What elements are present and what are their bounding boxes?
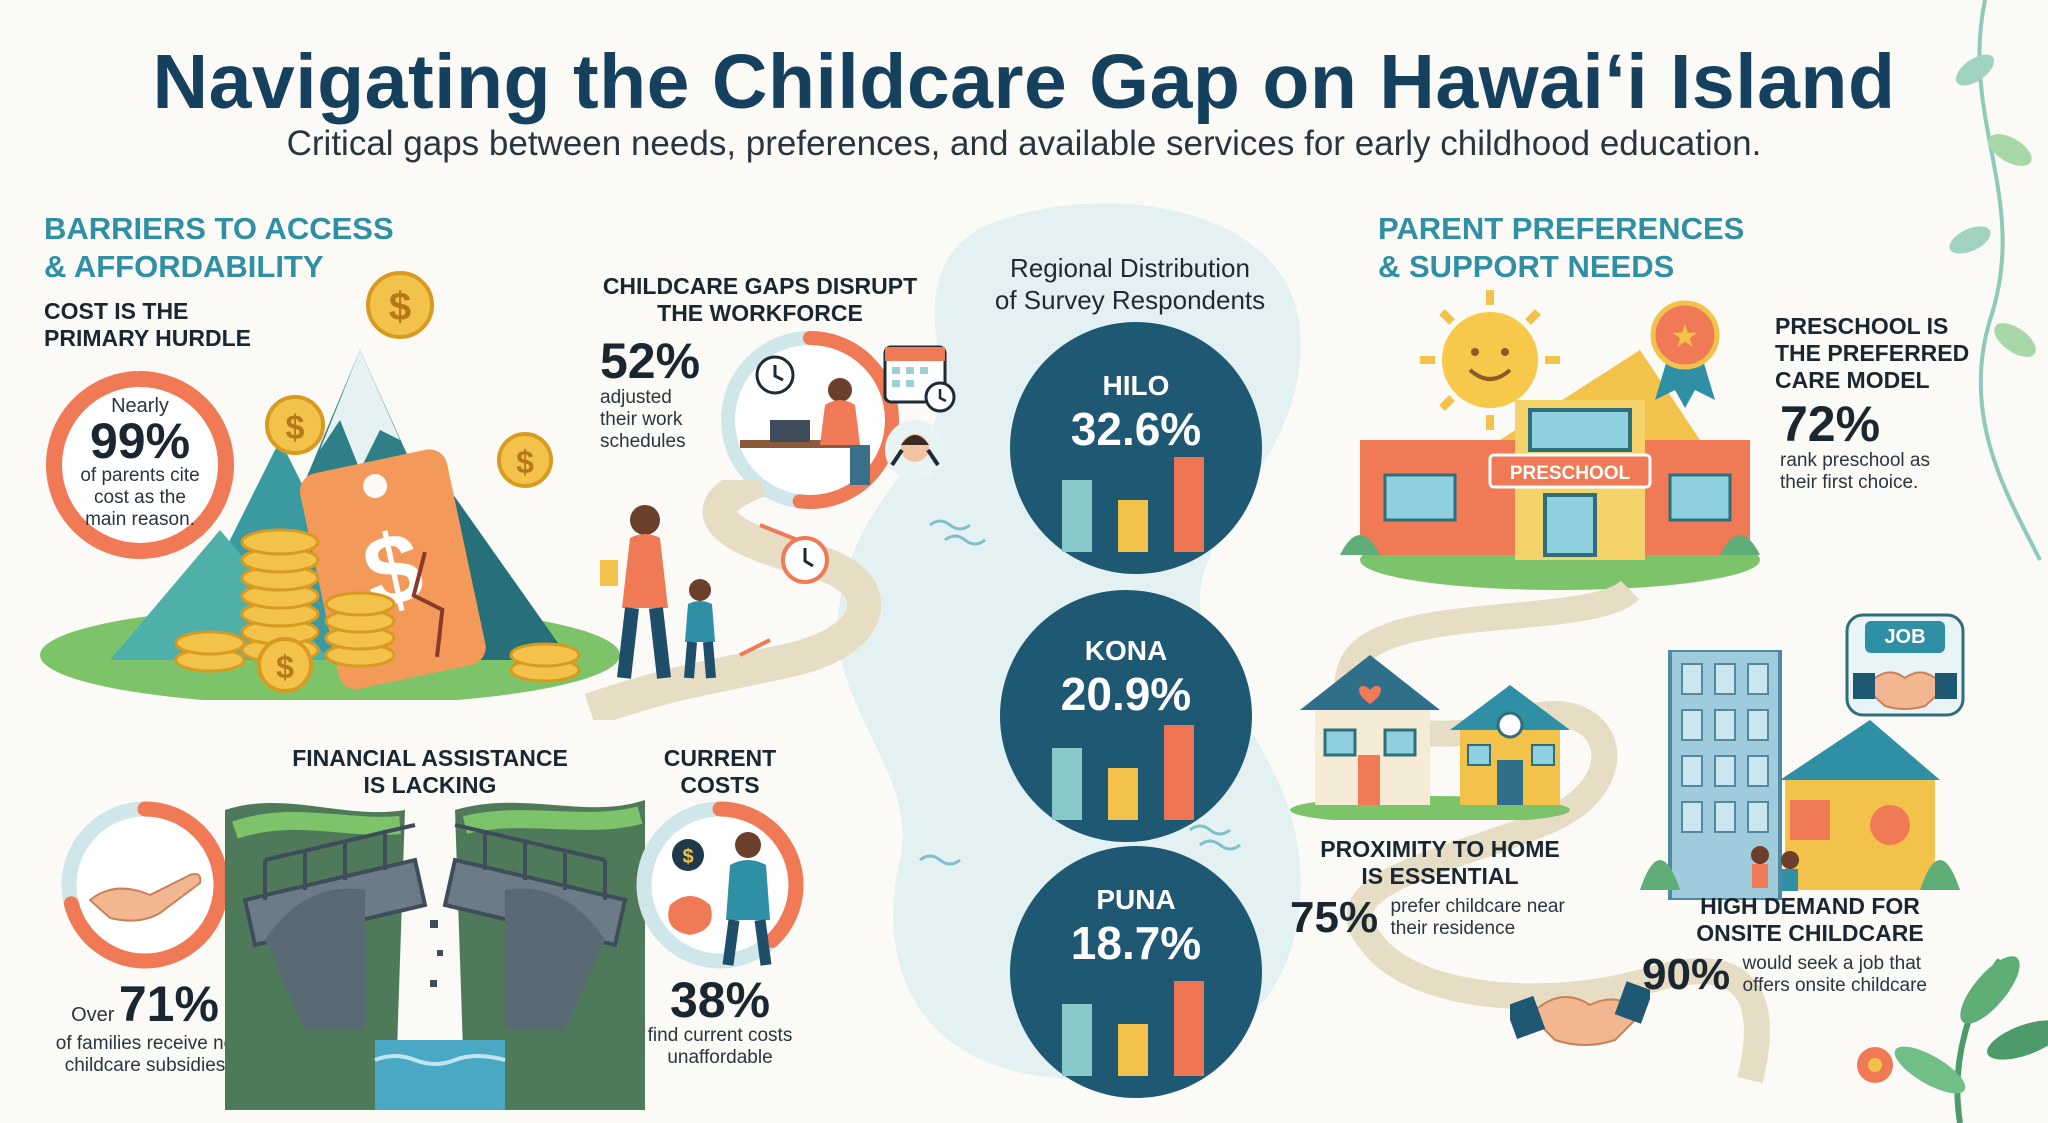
money-bag-icon <box>672 839 704 871</box>
preschool-stat: 72% rank preschool as their first choice… <box>1780 396 1930 493</box>
region-bar <box>1164 725 1194 820</box>
children-icon <box>1751 846 1799 891</box>
preferences-heading: PARENT PREFERENCES & SUPPORT NEEDS <box>1378 211 1745 284</box>
job-label: JOB <box>1865 621 1945 653</box>
workforce-heading: CHILDCARE GAPS DISRUPT THE WORKFORCE <box>602 273 918 326</box>
cost-ring <box>46 371 234 559</box>
region-bar <box>1118 500 1148 552</box>
calendar-icon <box>883 345 956 413</box>
region-puna: PUNA 18.7% <box>1010 846 1262 1098</box>
region-value: 32.6% <box>1070 403 1202 455</box>
preschool-illustration: PRESCHOOL ★ <box>1340 290 1760 590</box>
workforce-stat: 52% adjusted their work schedules <box>600 333 701 452</box>
region-bar <box>1118 1024 1148 1076</box>
heart-icon <box>1359 685 1381 704</box>
handshake-icon <box>1510 981 1650 1046</box>
laptop-icon <box>770 420 810 442</box>
svg-text:$: $ <box>516 444 534 480</box>
cost-stat: Nearly 99% of parents cite cost as the m… <box>80 395 200 530</box>
workforce-ring <box>721 331 899 509</box>
proximity-heading: PROXIMITY TO HOME IS ESSENTIAL <box>1320 836 1560 889</box>
region-name: KONA <box>1084 635 1168 666</box>
svg-text:$: $ <box>286 409 305 447</box>
assistance-stat: Over 71% of families receive no childcar… <box>55 976 235 1076</box>
region-bar <box>1062 480 1092 552</box>
coin-icons: $ $ $ <box>265 271 553 488</box>
page-subtitle: Critical gaps between needs, preferences… <box>286 124 1762 163</box>
region-value: 18.7% <box>1070 917 1202 969</box>
preschool-sign: PRESCHOOL <box>1510 463 1631 484</box>
open-hand-icon <box>88 873 202 922</box>
plant-decoration <box>1857 956 2048 1123</box>
region-kona: KONA 20.9% <box>1000 590 1252 842</box>
svg-text:$: $ <box>276 649 294 685</box>
barriers-heading: BARRIERS TO ACCESS & AFFORDABILITY <box>44 211 394 284</box>
handshake-icon <box>1863 671 1947 710</box>
stressed-parent-icon <box>885 420 945 480</box>
path-with-family <box>584 480 882 720</box>
mountain-price-tag-illustration: $ $ $ $ $ <box>40 271 620 700</box>
current-costs-stat: 38% find current costs unaffordable <box>647 972 793 1068</box>
houses-illustration <box>1290 655 1570 820</box>
region-name: HILO <box>1102 370 1170 401</box>
current-costs-ring: $ <box>636 801 804 969</box>
vine-decoration <box>1949 0 2042 561</box>
sun-icon <box>1420 290 1560 430</box>
cost-heading: COST IS THE PRIMARY HURDLE <box>44 298 252 351</box>
proximity-stat: 75% prefer childcare near their residenc… <box>1290 893 1565 942</box>
onsite-heading: HIGH DEMAND FOR ONSITE CHILDCARE <box>1696 893 1924 946</box>
page-title: Navigating the Childcare Gap on Hawaiʻi … <box>152 39 1896 125</box>
coin-purse-icon <box>668 896 712 935</box>
assistance-heading: FINANCIAL ASSISTANCE IS LACKING <box>292 745 568 798</box>
svg-text:★: ★ <box>1671 318 1700 354</box>
preschool-heading: PRESCHOOL IS THE PREFERRED CARE MODEL <box>1775 313 1970 393</box>
water-waves <box>919 519 1241 866</box>
award-ribbon-icon: ★ <box>1650 300 1720 408</box>
region-bar <box>1062 1004 1092 1076</box>
region-bar <box>1052 748 1082 820</box>
regional-heading: Regional Distribution of Survey Responde… <box>994 253 1266 315</box>
current-costs-heading: CURRENT COSTS <box>663 745 777 798</box>
region-bar <box>1174 981 1204 1076</box>
region-bar <box>1108 768 1138 820</box>
svg-text:$: $ <box>682 846 693 868</box>
region-name: PUNA <box>1096 884 1176 915</box>
broken-bridge-illustration <box>225 800 645 1110</box>
region-bar <box>1174 457 1204 552</box>
desk-icon <box>740 440 850 448</box>
job-badge: JOB <box>1845 613 1965 723</box>
office-daycare-illustration <box>1640 650 1960 900</box>
assistance-ring <box>61 801 229 969</box>
region-value: 20.9% <box>1060 668 1192 720</box>
region-hilo: HILO 32.6% <box>1010 322 1262 574</box>
svg-text:$: $ <box>389 285 411 329</box>
path-decoration <box>1334 579 1770 1084</box>
onsite-stat: 90% would seek a job that offers onsite … <box>1642 950 1928 999</box>
